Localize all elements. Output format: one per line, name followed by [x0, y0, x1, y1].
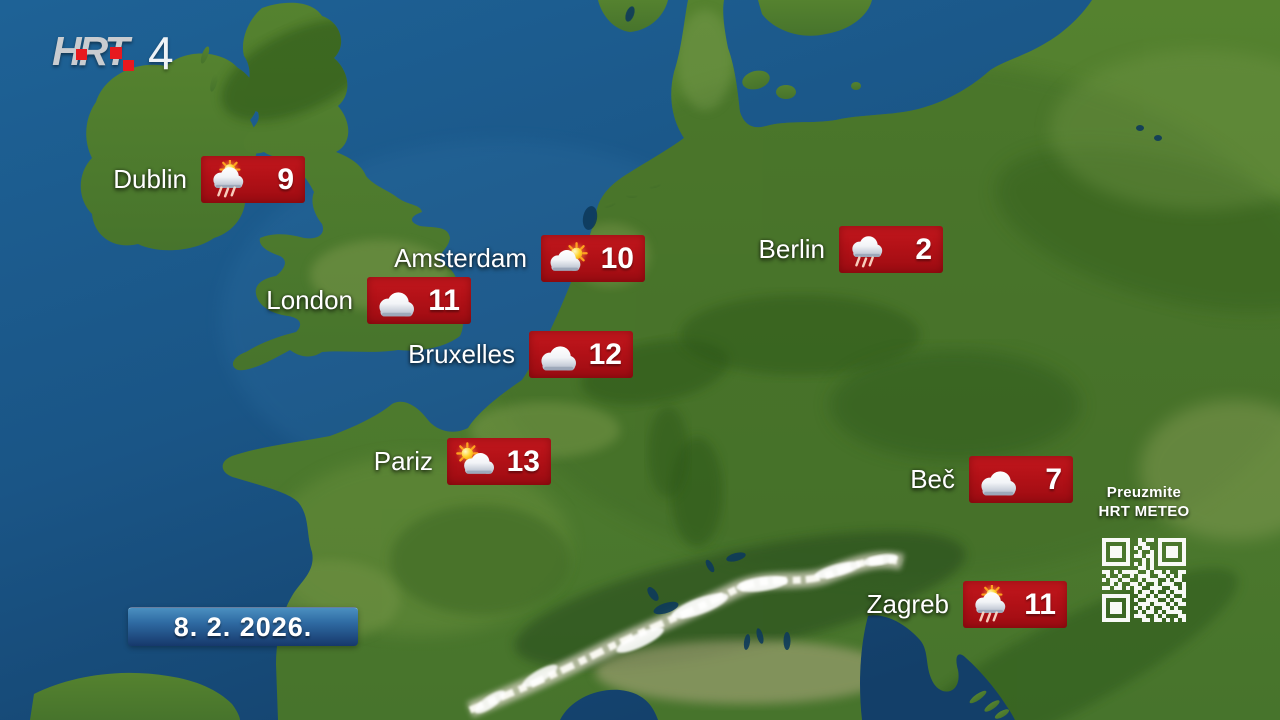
rain-glyph — [217, 185, 236, 197]
temperature-value: 13 — [506, 444, 540, 478]
city-label: Zagreb — [866, 589, 949, 619]
city-weather-bruxelles: Bruxelles 12 — [408, 331, 633, 378]
qr-code — [1102, 538, 1186, 622]
weather-badge: 7 — [969, 456, 1073, 503]
city-label: Pariz — [373, 446, 433, 476]
city-label: Bruxelles — [408, 339, 515, 369]
weather-badge: 12 — [529, 331, 633, 378]
temperature-value: 2 — [915, 232, 932, 266]
temperature-value: 12 — [588, 337, 622, 371]
date-label: 8. 2. 2026. — [173, 611, 313, 642]
weather-icon-cloudy — [541, 345, 576, 370]
logo-red-square — [110, 47, 122, 59]
cloud-glyph — [213, 166, 244, 188]
sun-glyph — [456, 441, 479, 465]
promo-line-2: HRT METEO — [1098, 503, 1190, 520]
city-weather-dublin: Dublin 9 — [113, 156, 305, 203]
weather-badge: 10 — [541, 235, 645, 282]
cloud-glyph — [981, 470, 1016, 495]
logo-red-square — [76, 49, 87, 60]
weather-icon-cloud-sun — [550, 241, 588, 271]
logo-red-square — [123, 60, 134, 71]
city-label: Beč — [910, 464, 955, 494]
weather-badge: 2 — [839, 226, 943, 273]
city-weather-amsterdam: Amsterdam 10 — [394, 235, 645, 282]
rain-glyph — [855, 255, 874, 267]
channel-number: 4 — [148, 27, 174, 79]
lakes — [582, 6, 1162, 650]
city-label: Dublin — [113, 164, 187, 194]
rain-glyph — [979, 610, 998, 622]
weather-icon-sun-cloud-rain — [213, 159, 244, 197]
cloud-glyph — [379, 291, 414, 316]
temperature-value: 11 — [428, 283, 460, 317]
cloud-glyph — [852, 235, 883, 257]
alps-snow — [467, 551, 905, 718]
app-promo: Preuzmite HRT METEO — [1096, 483, 1192, 622]
channel-logo: HRT 4 — [52, 27, 174, 80]
cloud-glyph — [975, 591, 1006, 613]
land-texture — [221, 10, 1280, 720]
weather-icon-sun-cloud — [456, 441, 494, 474]
cloud-glyph — [464, 452, 494, 474]
city-weather-pariz: Pariz 13 — [374, 438, 551, 485]
city-label: Berlin — [758, 234, 825, 264]
temperature-value: 7 — [1045, 462, 1062, 496]
temperature-value: 11 — [1024, 587, 1056, 621]
weather-icon-cloudy — [379, 291, 414, 316]
cloud-glyph — [550, 249, 581, 271]
promo-line-1: Preuzmite — [1106, 484, 1182, 501]
city-label: Amsterdam — [394, 243, 527, 273]
cloud-glyph — [541, 345, 576, 370]
city-weather-berlin: Berlin 2 — [759, 226, 943, 273]
weather-icon-sun-cloud-rain — [975, 584, 1006, 622]
city-label: London — [266, 285, 353, 315]
temperature-value: 9 — [277, 162, 294, 196]
city-weather-beč: Beč 7 — [910, 456, 1073, 503]
weather-badge: 11 — [963, 581, 1067, 628]
city-weather-zagreb: Zagreb 11 — [867, 581, 1067, 628]
weather-icon-cloudy — [981, 470, 1016, 495]
date-box: 8. 2. 2026. — [128, 607, 358, 646]
weather-badge: 13 — [447, 438, 551, 485]
city-weather-london: London 11 — [266, 277, 471, 324]
weather-icon-cloud-rain — [852, 235, 883, 267]
temperature-value: 10 — [600, 241, 634, 275]
weather-badge: 11 — [367, 277, 471, 324]
weather-badge: 9 — [201, 156, 305, 203]
